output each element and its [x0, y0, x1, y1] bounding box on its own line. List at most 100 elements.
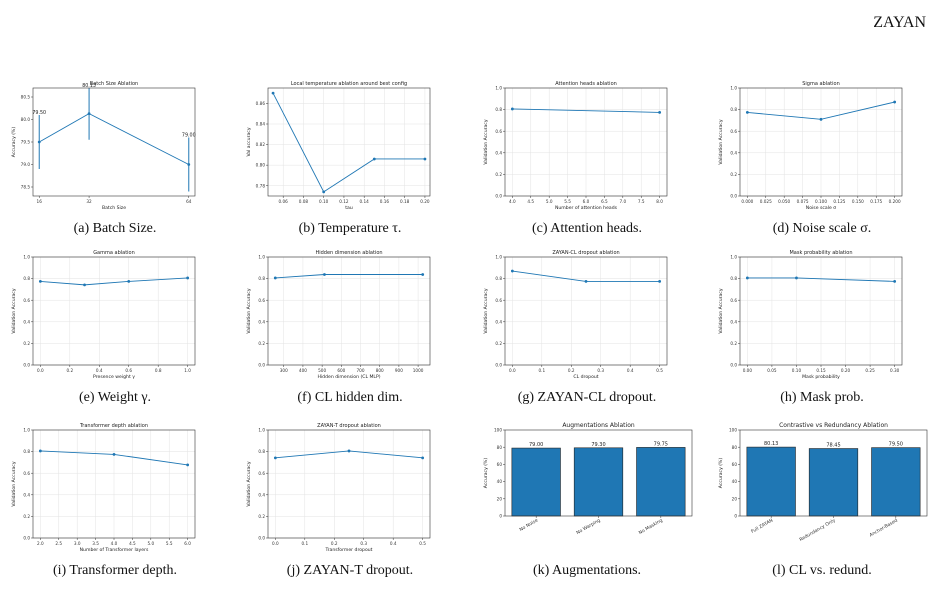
subfigure-caption: (h) Mask prob.	[780, 390, 864, 405]
y-tick-label: 0.2	[730, 341, 737, 346]
x-tick-label: 300	[280, 368, 288, 373]
axes-frame	[32, 429, 196, 539]
chart-title: Batch Size Ablation	[90, 81, 138, 87]
x-tick-label: 5.0	[147, 541, 154, 546]
x-tick-label: 0.00	[743, 368, 753, 373]
y-tick-label: 79.0	[21, 162, 31, 167]
subfigure-caption: (j) ZAYAN-T dropout.	[286, 563, 414, 578]
x-tick-label: 0.000	[741, 199, 753, 204]
y-tick-label: 0.8	[730, 107, 737, 112]
data-point	[423, 157, 427, 161]
x-tick-label: 0.8	[155, 368, 162, 373]
data-point	[273, 276, 277, 280]
y-tick-label: 79.5	[21, 140, 31, 145]
bar-value-label: 79.50	[889, 442, 903, 448]
x-tick-label: 0.10	[319, 199, 329, 204]
data-label: 79.50	[32, 110, 46, 116]
data-point	[112, 453, 116, 456]
chart-panel: Attention heads ablation 0.0 0.2 0.4 0.6 0.8 1…	[477, 78, 697, 258]
x-tick-label: 500	[318, 368, 326, 373]
chart-panel: ZAYAN-CL dropout ablation 0.0 0.2 0.4 0.6 0.8…	[477, 247, 697, 427]
y-axis-label: Validation Accuracy	[718, 288, 724, 333]
axes-frame	[504, 256, 668, 366]
x-tick-label: 0.5	[419, 541, 426, 546]
chart-title: Mask probability ablation	[789, 250, 852, 256]
y-tick-label: 0.2	[730, 172, 737, 177]
x-tick-label: 0.05	[767, 368, 777, 373]
x-tick-label: Anchor-Based	[869, 517, 899, 538]
subfigure-caption: (k) Augmentations.	[532, 563, 642, 578]
chart-svg: Local temperature ablation around best c…	[246, 81, 431, 211]
bar-value-label: 80.13	[764, 441, 778, 447]
x-tick-label: 0.3	[360, 541, 367, 546]
y-tick-label: 1.0	[23, 255, 30, 260]
y-axis-label: Accuracy (%)	[718, 458, 724, 489]
subfigure-caption: (g) ZAYAN-CL dropout.	[517, 390, 657, 405]
y-tick-label: 0	[499, 514, 502, 519]
x-tick-label: 0.3	[597, 368, 604, 373]
data-point	[322, 190, 326, 194]
x-tick-label: 0.16	[380, 199, 390, 204]
x-tick-label: 4.0	[111, 541, 118, 546]
x-tick-label: 0.30	[890, 368, 900, 373]
y-axis-label: Accuracy (%)	[483, 458, 489, 489]
x-axis-label: CL dropout	[573, 374, 598, 380]
y-tick-label: 0.6	[258, 471, 265, 476]
series-line	[512, 270, 660, 282]
axes-frame	[267, 87, 431, 197]
x-tick-label: 0.0	[37, 368, 44, 373]
x-tick-label: 0.10	[792, 368, 802, 373]
data-point	[745, 111, 749, 114]
axes-frame	[32, 87, 196, 197]
y-tick-label: 0.6	[495, 298, 502, 303]
x-tick-label: 64	[186, 199, 192, 204]
subfigure-caption: (b) Temperature τ.	[298, 221, 402, 236]
x-tick-label: 0.1	[301, 541, 308, 546]
data-point	[819, 117, 823, 121]
x-tick-label: 0.2	[331, 541, 338, 546]
data-point	[271, 91, 275, 95]
subfigure-caption: (e) Weight γ.	[78, 390, 152, 405]
y-tick-label: 0.4	[23, 492, 30, 497]
y-tick-label: 1.0	[258, 428, 265, 433]
chart-svg: Batch Size Ablation 78.5 79.0 79.5 80.0 80.5 1…	[11, 81, 196, 211]
chart-panel: Contrastive vs Redundancy Ablation 0 20 40 6…	[712, 420, 932, 600]
y-tick-label: 0.4	[730, 319, 737, 324]
data-point	[347, 449, 351, 453]
bar	[573, 447, 624, 517]
y-tick-label: 0.0	[495, 194, 502, 199]
x-tick-label: 0.12	[339, 199, 349, 204]
y-tick-label: 0.6	[730, 129, 737, 134]
y-tick-label: 60	[732, 462, 738, 467]
x-tick-label: 0.075	[797, 199, 809, 204]
y-tick-label: 0.6	[23, 471, 30, 476]
subfigure-caption: (a) Batch Size.	[73, 221, 157, 236]
series-line	[512, 108, 660, 113]
data-point	[745, 276, 749, 280]
x-tick-label: Redundancy Only	[798, 517, 836, 543]
x-tick-label: 0.2	[568, 368, 575, 373]
data-point	[584, 280, 588, 283]
data-point	[658, 280, 662, 283]
chart-svg: ZAYAN-T dropout ablation 0.0 0.2 0.4 0.6 0.8 1…	[246, 423, 431, 553]
x-tick-label: 3.5	[92, 541, 99, 546]
series-line	[40, 277, 188, 286]
data-point	[87, 112, 91, 116]
x-tick-label: 0.050	[778, 199, 790, 204]
axes-frame	[32, 256, 196, 366]
data-point	[38, 449, 42, 453]
y-tick-label: 80.5	[21, 95, 31, 100]
x-tick-label: 5.5	[564, 199, 571, 204]
series-line	[39, 113, 189, 165]
chart-panel: ZAYAN-T dropout ablation 0.0 0.2 0.4 0.6 0.8 1…	[240, 420, 460, 600]
y-tick-label: 0.2	[495, 341, 502, 346]
x-tick-label: 700	[357, 368, 365, 373]
chart-title: Attention heads ablation	[555, 81, 617, 87]
bar	[808, 448, 859, 517]
y-tick-label: 0.0	[495, 363, 502, 368]
y-tick-label: 0.6	[258, 298, 265, 303]
y-tick-label: 0.0	[258, 363, 265, 368]
y-tick-label: 40	[497, 479, 503, 484]
y-tick-label: 0.84	[256, 122, 266, 127]
axes-frame	[739, 87, 903, 197]
